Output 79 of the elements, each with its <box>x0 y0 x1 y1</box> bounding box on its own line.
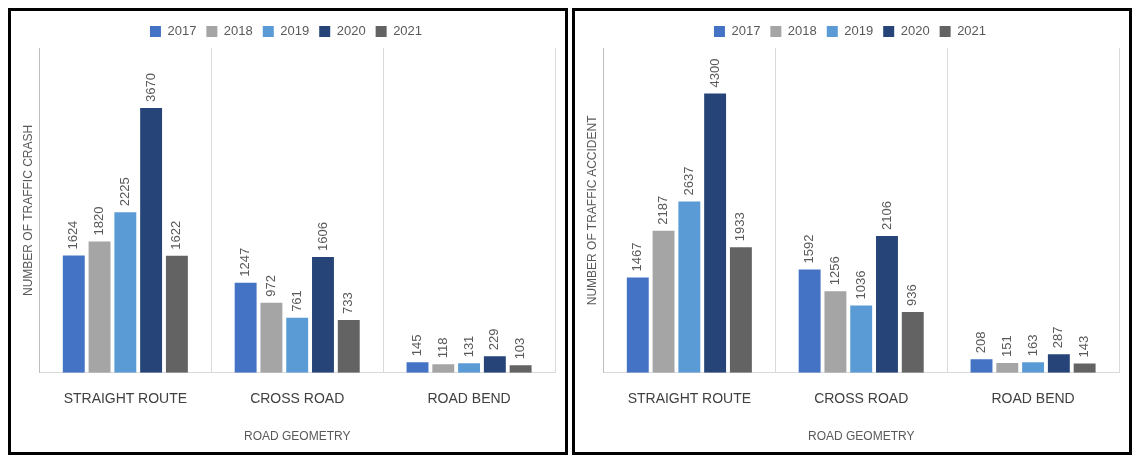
bar <box>678 201 701 373</box>
legend-label: 2021 <box>393 23 423 39</box>
data-label: 151 <box>998 335 1014 357</box>
data-label: 2637 <box>680 166 696 196</box>
bar <box>62 255 85 373</box>
legend-label: 2021 <box>957 23 987 39</box>
y-axis-title: NUMBER OF TRAFFIC CRASH <box>20 124 35 296</box>
legend-label: 2017 <box>731 23 761 39</box>
legend-label: 2019 <box>280 23 310 39</box>
bar <box>337 319 360 373</box>
data-label: 936 <box>904 284 920 306</box>
data-label: 1256 <box>827 256 842 286</box>
bar <box>234 282 257 373</box>
data-label: 1933 <box>732 212 748 242</box>
data-label: 4300 <box>706 58 722 88</box>
data-label: 163 <box>1024 334 1040 357</box>
legend-label: 2020 <box>336 23 366 39</box>
bar <box>432 364 455 373</box>
data-label: 2225 <box>116 177 132 207</box>
bar <box>509 365 532 373</box>
bar <box>312 256 334 373</box>
data-label: 287 <box>1050 326 1066 349</box>
bar <box>1047 354 1070 373</box>
bar <box>626 277 649 373</box>
bar <box>996 362 1019 373</box>
bar <box>729 247 752 373</box>
x-axis-title: ROAD GEOMETRY <box>243 429 351 444</box>
legend-label: 2018 <box>787 23 817 39</box>
bar <box>140 107 163 373</box>
x-tick-label: STRAIGHT ROUTE <box>627 390 752 407</box>
x-tick-label: CROSS ROAD <box>814 390 909 407</box>
data-label: 208 <box>973 331 989 354</box>
data-label: 1247 <box>237 247 253 277</box>
data-label: 1592 <box>801 234 817 264</box>
data-label: 1820 <box>91 206 107 236</box>
bar <box>798 269 821 373</box>
data-label: 131 <box>460 335 476 358</box>
x-tick-label: STRAIGHT ROUTE <box>63 390 188 407</box>
x-tick-label: ROAD BEND <box>427 390 511 407</box>
data-label: 972 <box>263 274 278 297</box>
y-axis-title: NUMBER OF TRAFFIC ACCIDENT <box>584 114 599 306</box>
bar <box>824 291 847 373</box>
bar <box>970 359 993 373</box>
data-label: 1036 <box>852 270 868 300</box>
data-label: 2187 <box>655 195 671 225</box>
data-label: 143 <box>1076 335 1092 358</box>
x-tick-label: CROSS ROAD <box>250 390 345 407</box>
bar <box>704 93 727 373</box>
x-axis-title: ROAD GEOMETRY <box>807 429 915 444</box>
legend-label: 2018 <box>223 23 253 39</box>
bar <box>260 302 283 373</box>
data-label: 103 <box>512 337 528 360</box>
data-label: 1622 <box>168 220 184 250</box>
data-label: 3670 <box>142 72 158 102</box>
data-label: 229 <box>486 328 502 351</box>
legend-label: 2020 <box>900 23 930 39</box>
bar <box>652 230 675 373</box>
bar <box>114 212 137 373</box>
data-label: 118 <box>434 337 450 359</box>
data-label: 1467 <box>629 242 645 272</box>
bar <box>458 363 481 373</box>
bar <box>901 312 924 373</box>
bar <box>286 317 309 373</box>
data-label: 2106 <box>878 201 894 230</box>
bar <box>876 235 898 373</box>
data-label: 761 <box>288 290 304 312</box>
bar <box>406 362 429 373</box>
legend-label: 2019 <box>844 23 874 39</box>
data-label: 145 <box>409 334 425 357</box>
bar <box>850 305 873 373</box>
data-label: 1624 <box>65 220 81 250</box>
data-label: 733 <box>340 292 356 314</box>
bar <box>483 356 506 373</box>
bar <box>88 241 111 373</box>
legend-label: 2017 <box>167 23 197 39</box>
x-tick-label: ROAD BEND <box>991 390 1075 407</box>
bar <box>1022 362 1045 373</box>
bar <box>165 255 188 373</box>
data-label: 1606 <box>314 221 330 251</box>
